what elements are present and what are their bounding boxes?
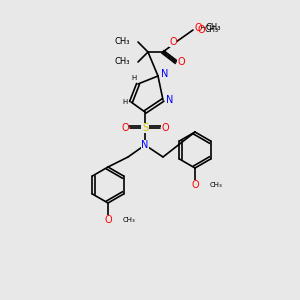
Text: O: O (161, 123, 169, 133)
Text: O: O (169, 37, 177, 47)
Text: O: O (104, 215, 112, 225)
Text: O: O (177, 57, 185, 67)
Text: CH₃: CH₃ (205, 26, 219, 34)
Text: S: S (142, 123, 148, 133)
Text: N: N (141, 140, 149, 150)
Text: O: O (191, 180, 199, 190)
Text: N: N (161, 69, 169, 79)
Text: CH₃: CH₃ (123, 217, 136, 223)
Text: O: O (194, 23, 202, 33)
Text: H: H (131, 75, 136, 81)
Text: CH₃: CH₃ (115, 58, 130, 67)
Text: CH₃: CH₃ (210, 182, 223, 188)
Text: N: N (166, 95, 174, 105)
Text: H: H (122, 99, 128, 105)
Text: CH₃: CH₃ (115, 38, 130, 46)
Text: —: — (201, 23, 209, 32)
Text: CH₃: CH₃ (205, 23, 221, 32)
Text: O: O (197, 25, 205, 35)
Text: O: O (121, 123, 129, 133)
